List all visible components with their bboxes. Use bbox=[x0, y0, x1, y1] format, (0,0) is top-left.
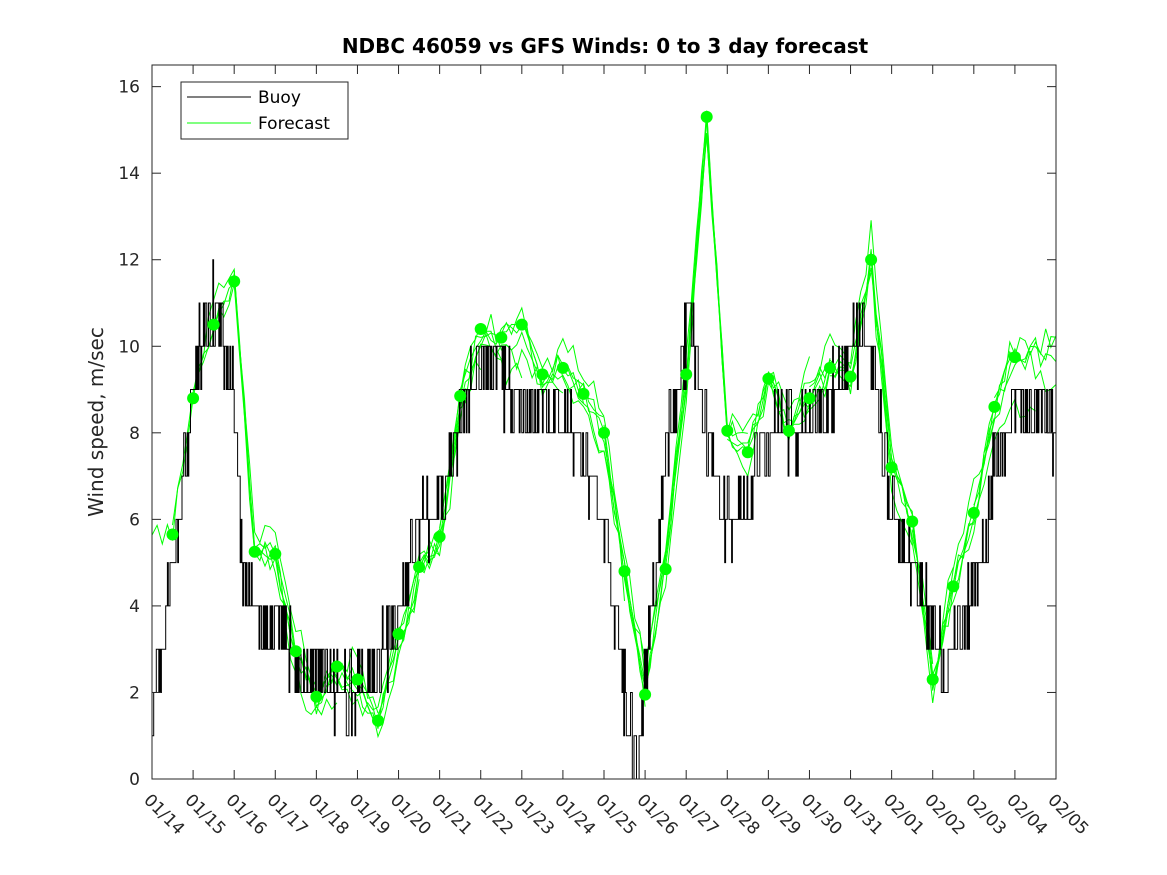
x-tick-label: 01/22 bbox=[468, 790, 517, 839]
forecast-point bbox=[454, 390, 467, 402]
forecast-point bbox=[413, 561, 426, 573]
x-tick-label: 01/30 bbox=[797, 790, 846, 839]
forecast-point bbox=[885, 461, 898, 474]
y-tick-label: 10 bbox=[118, 337, 140, 357]
x-tick-label: 01/14 bbox=[139, 790, 188, 839]
forecast-point bbox=[166, 528, 179, 541]
legend-buoy-label: Buoy bbox=[258, 88, 301, 108]
forecast-point bbox=[618, 565, 631, 578]
forecast-point bbox=[330, 660, 343, 673]
forecast-point bbox=[598, 426, 610, 439]
y-axis-label: Wind speed, m/sec bbox=[84, 327, 108, 517]
x-tick-label: 01/16 bbox=[222, 790, 271, 839]
forecast-point bbox=[782, 424, 795, 437]
x-tick-label: 01/26 bbox=[633, 790, 682, 839]
forecast-series-line bbox=[562, 348, 687, 680]
forecast-point bbox=[372, 714, 384, 727]
forecast-series-line bbox=[603, 133, 728, 696]
forecast-series-line bbox=[809, 220, 934, 665]
x-tick-label: 01/25 bbox=[591, 790, 640, 839]
x-tick-label: 01/19 bbox=[345, 790, 394, 839]
forecast-point bbox=[906, 515, 919, 528]
forecast-point bbox=[515, 318, 528, 331]
y-tick-label: 12 bbox=[118, 251, 140, 271]
forecast-point bbox=[577, 387, 590, 400]
forecast-point bbox=[741, 446, 754, 459]
buoy-series-line bbox=[152, 259, 1056, 780]
forecast-point bbox=[824, 361, 836, 374]
x-tick-label: 01/29 bbox=[756, 790, 805, 839]
forecast-point bbox=[556, 361, 569, 374]
forecast-point bbox=[351, 673, 364, 686]
x-tick-label: 02/04 bbox=[1002, 790, 1051, 839]
forecast-point bbox=[700, 110, 713, 123]
forecast-point bbox=[803, 392, 816, 405]
x-tick-label: 01/20 bbox=[386, 790, 435, 839]
axes: 024681012141601/1401/1501/1601/1701/1801… bbox=[118, 65, 1092, 839]
forecast-series-line bbox=[952, 350, 1057, 591]
y-tick-label: 16 bbox=[118, 78, 140, 98]
forecast-series-line bbox=[583, 117, 708, 684]
forecast-point bbox=[988, 400, 1001, 413]
forecast-point bbox=[865, 253, 878, 266]
x-tick-label: 01/23 bbox=[509, 790, 558, 839]
y-tick-label: 2 bbox=[129, 683, 140, 703]
x-tick-label: 01/28 bbox=[715, 790, 764, 839]
y-tick-label: 6 bbox=[129, 510, 140, 530]
legend-box bbox=[180, 81, 349, 140]
forecast-point bbox=[659, 563, 672, 576]
y-tick-label: 0 bbox=[129, 770, 140, 790]
x-tick-label: 01/27 bbox=[674, 790, 723, 839]
forecast-point bbox=[762, 372, 775, 385]
axes-frame bbox=[151, 64, 1057, 780]
forecast-point bbox=[310, 690, 323, 703]
y-tick-label: 4 bbox=[129, 597, 140, 617]
x-tick-label: 02/05 bbox=[1043, 790, 1092, 839]
forecast-series-line bbox=[541, 363, 667, 662]
x-tick-label: 01/17 bbox=[263, 790, 312, 839]
forecast-point bbox=[1008, 351, 1021, 364]
legend: Buoy Forecast bbox=[180, 81, 349, 140]
x-tick-label: 01/21 bbox=[427, 790, 476, 839]
forecast-point bbox=[207, 318, 220, 331]
forecast-series-line bbox=[192, 281, 317, 687]
forecast-point bbox=[495, 331, 508, 344]
forecast-series-line bbox=[213, 273, 338, 716]
x-tick-label: 01/15 bbox=[181, 790, 230, 839]
x-tick-label: 02/03 bbox=[961, 790, 1010, 839]
forecast-point bbox=[269, 548, 282, 560]
x-tick-label: 01/31 bbox=[838, 790, 887, 839]
x-tick-label: 01/18 bbox=[304, 790, 353, 839]
forecast-point bbox=[248, 545, 261, 558]
forecast-series-line bbox=[336, 416, 461, 739]
forecast-point bbox=[680, 368, 693, 381]
forecast-point bbox=[187, 392, 200, 405]
forecast-point bbox=[433, 530, 446, 543]
forecast-point bbox=[536, 368, 549, 381]
forecast-point bbox=[228, 275, 241, 288]
plot-area bbox=[151, 110, 1057, 780]
x-tick-label: 02/02 bbox=[920, 790, 969, 839]
forecast-point bbox=[474, 323, 487, 335]
forecast-series-line bbox=[418, 332, 543, 573]
legend-forecast-label: Forecast bbox=[258, 114, 330, 134]
forecast-point bbox=[844, 370, 857, 383]
forecast-point bbox=[721, 424, 734, 437]
forecast-series-line bbox=[993, 336, 1057, 399]
forecast-point bbox=[392, 628, 405, 640]
forecast-point bbox=[289, 645, 302, 658]
chart-title: NDBC 46059 vs GFS Winds: 0 to 3 day fore… bbox=[342, 34, 869, 58]
forecast-series-line bbox=[459, 330, 584, 404]
y-tick-label: 8 bbox=[129, 424, 140, 444]
x-tick-label: 01/24 bbox=[550, 790, 599, 839]
y-tick-label: 14 bbox=[118, 164, 140, 184]
x-tick-label: 02/01 bbox=[879, 790, 928, 839]
forecast-point bbox=[967, 506, 980, 519]
forecast-point bbox=[639, 688, 652, 701]
forecast-series-line bbox=[172, 283, 297, 674]
forecast-point bbox=[926, 673, 939, 686]
forecast-point bbox=[947, 580, 960, 593]
